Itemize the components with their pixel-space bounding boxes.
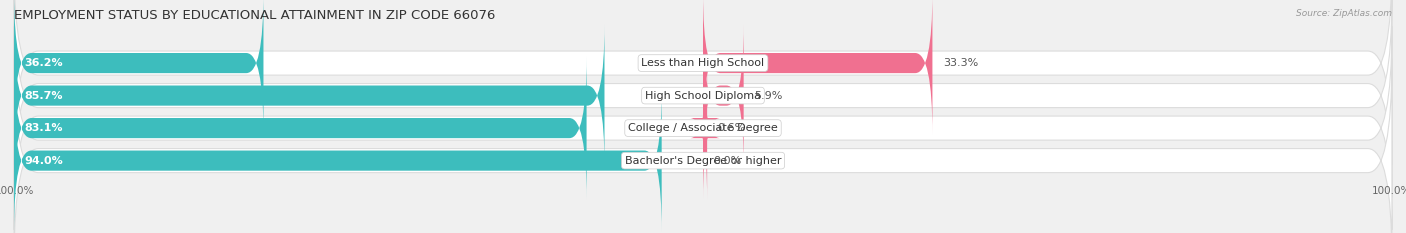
Text: 83.1%: 83.1% xyxy=(24,123,63,133)
Text: High School Diploma: High School Diploma xyxy=(645,91,761,101)
FancyBboxPatch shape xyxy=(14,0,1392,197)
Text: 0.0%: 0.0% xyxy=(713,156,741,166)
FancyBboxPatch shape xyxy=(14,59,1392,233)
Text: Source: ZipAtlas.com: Source: ZipAtlas.com xyxy=(1296,9,1392,18)
Text: College / Associate Degree: College / Associate Degree xyxy=(628,123,778,133)
FancyBboxPatch shape xyxy=(703,24,744,167)
Text: 94.0%: 94.0% xyxy=(24,156,63,166)
FancyBboxPatch shape xyxy=(14,26,1392,230)
FancyBboxPatch shape xyxy=(14,57,586,199)
FancyBboxPatch shape xyxy=(14,89,662,232)
Text: Bachelor's Degree or higher: Bachelor's Degree or higher xyxy=(624,156,782,166)
Text: 0.6%: 0.6% xyxy=(717,123,745,133)
FancyBboxPatch shape xyxy=(703,0,932,134)
Text: 36.2%: 36.2% xyxy=(24,58,63,68)
FancyBboxPatch shape xyxy=(14,24,605,167)
Text: 85.7%: 85.7% xyxy=(24,91,63,101)
Text: 33.3%: 33.3% xyxy=(943,58,979,68)
Text: 5.9%: 5.9% xyxy=(754,91,782,101)
FancyBboxPatch shape xyxy=(690,57,720,199)
FancyBboxPatch shape xyxy=(14,0,263,134)
Text: Less than High School: Less than High School xyxy=(641,58,765,68)
Text: EMPLOYMENT STATUS BY EDUCATIONAL ATTAINMENT IN ZIP CODE 66076: EMPLOYMENT STATUS BY EDUCATIONAL ATTAINM… xyxy=(14,9,495,22)
FancyBboxPatch shape xyxy=(14,0,1392,165)
